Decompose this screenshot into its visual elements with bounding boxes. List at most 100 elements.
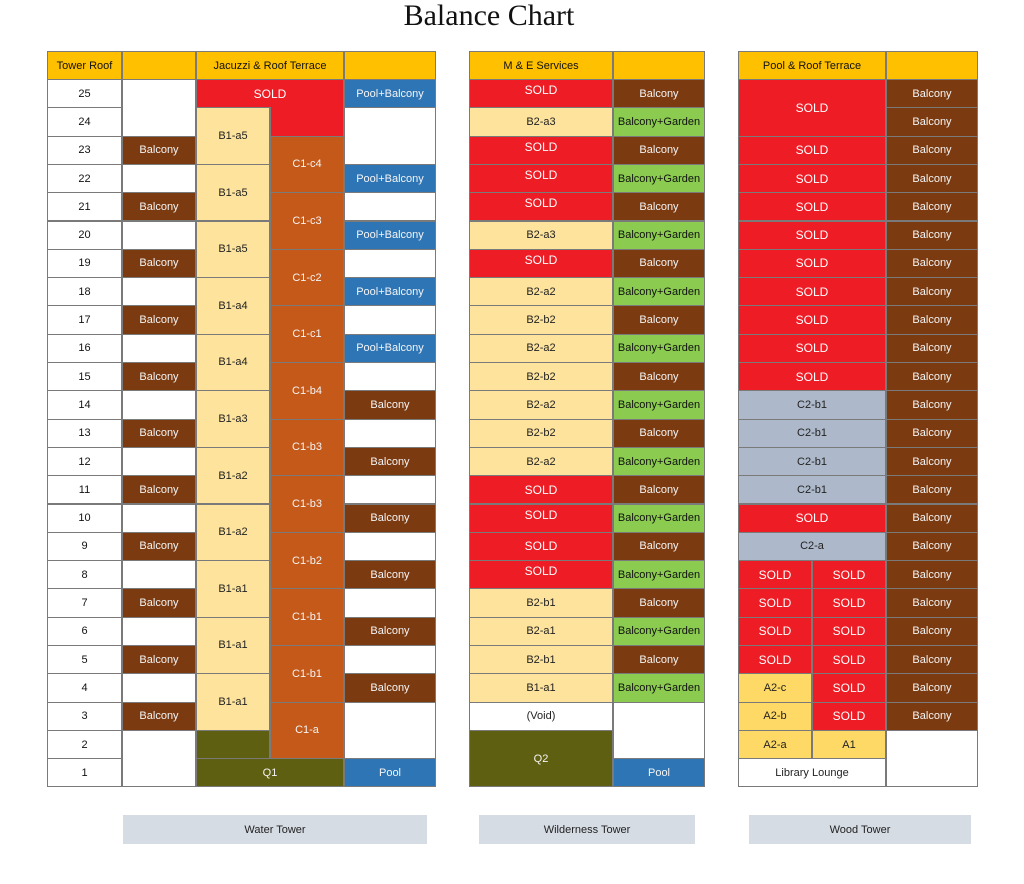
balcony-cell: Balcony <box>886 277 978 307</box>
sold-cell: SOLD <box>469 135 613 165</box>
beige-cell: B2-b2 <box>469 362 613 392</box>
balcony-cell: Balcony <box>344 616 436 646</box>
sold-cell: SOLD <box>469 475 613 505</box>
sold-cell: SOLD <box>812 560 886 590</box>
sold-cell: SOLD <box>738 192 886 222</box>
floor-number: 2 <box>47 729 122 760</box>
empty-cell <box>344 192 436 222</box>
sold-cell: SOLD <box>738 163 886 194</box>
sold-cell: SOLD <box>738 220 886 250</box>
empty-cell <box>122 560 196 590</box>
balcony-cell: Balcony <box>886 645 978 675</box>
unit-b-cell: B1-a4 <box>196 333 270 392</box>
balcony-cell: Balcony <box>344 673 436 703</box>
balcony-cell: Balcony <box>122 362 196 392</box>
unit-c-cell: C1-c1 <box>270 305 344 363</box>
balcony-cell: Balcony <box>886 248 978 279</box>
floor-number: 3 <box>47 701 122 731</box>
empty-cell <box>886 729 978 788</box>
wood-tower-label: Wood Tower <box>749 815 971 844</box>
floor-number: 23 <box>47 135 122 165</box>
sold-cell: SOLD <box>469 503 613 533</box>
sold-cell: SOLD <box>196 79 344 109</box>
empty-cell <box>122 390 196 420</box>
unit-c-cell: C1-b4 <box>270 362 344 420</box>
floor-number: 22 <box>47 163 122 194</box>
unit-b-cell: B1-a1 <box>196 673 270 731</box>
white-cell: (Void) <box>469 701 613 731</box>
balcony-cell: Balcony <box>122 192 196 222</box>
pool-cell: Pool+Balcony <box>344 277 436 307</box>
balcony-cell: Balcony <box>613 362 705 392</box>
q1-cell: Q1 <box>196 758 344 788</box>
beige-cell: B2-b2 <box>469 418 613 448</box>
water-tower-label: Water Tower <box>123 815 427 844</box>
balcony-cell: Balcony <box>613 135 705 165</box>
floor-number: 19 <box>47 248 122 279</box>
empty-cell <box>344 475 436 505</box>
beige-cell: B2-a2 <box>469 390 613 420</box>
unit-b-cell: B1-a3 <box>196 390 270 448</box>
beige-cell: B2-b1 <box>469 588 613 618</box>
balcony-cell: Balcony <box>886 220 978 250</box>
floor-number: 20 <box>47 220 122 250</box>
grey-cell: C2-b1 <box>738 418 886 448</box>
sold-cell <box>270 107 344 137</box>
balcony-cell: Balcony <box>886 418 978 448</box>
unit-c-cell: C1-c3 <box>270 192 344 250</box>
sold-cell: SOLD <box>738 135 886 165</box>
balcony-cell: Balcony <box>122 135 196 165</box>
empty-cell <box>344 305 436 335</box>
unit-c-cell: C1-b1 <box>270 645 344 703</box>
sold-cell: SOLD <box>812 588 886 618</box>
sold-cell: SOLD <box>469 248 613 279</box>
floor-number: 16 <box>47 333 122 363</box>
balcony-cell: Balcony <box>344 560 436 590</box>
floor-number: 24 <box>47 107 122 137</box>
balcony-cell: Balcony <box>886 616 978 646</box>
empty-cell <box>344 588 436 618</box>
balcony-cell: Balcony <box>886 135 978 165</box>
balcony-cell: Balcony <box>122 701 196 731</box>
floor-number: 9 <box>47 531 122 562</box>
empty-cell <box>122 277 196 307</box>
floor-number: 8 <box>47 560 122 590</box>
balcony-cell: Balcony <box>886 446 978 477</box>
sold-cell: SOLD <box>812 673 886 703</box>
unit-c-cell: C1-b2 <box>270 531 344 590</box>
balcony-cell: Balcony <box>122 248 196 279</box>
balcony-cell: Balcony <box>613 248 705 279</box>
balcony-cell: Balcony <box>613 79 705 109</box>
floor-number: 13 <box>47 418 122 448</box>
unit-b-cell: B1-a5 <box>196 220 270 279</box>
floor-number: 7 <box>47 588 122 618</box>
bgd-cell: Balcony+Garden <box>613 503 705 533</box>
beige-cell: B2-b1 <box>469 645 613 675</box>
balcony-cell: Balcony <box>122 588 196 618</box>
unit-b-cell: B1-a4 <box>196 277 270 335</box>
unit-b-cell: B1-a5 <box>196 107 270 165</box>
empty-cell <box>122 79 196 137</box>
empty-cell <box>344 107 436 165</box>
pool-cell: Pool <box>344 758 436 788</box>
empty-cell <box>344 701 436 760</box>
balcony-cell: Balcony <box>122 305 196 335</box>
sold-cell: SOLD <box>738 503 886 533</box>
sold-cell: SOLD <box>469 560 613 590</box>
beige-cell: B1-a1 <box>469 673 613 703</box>
sold-cell: SOLD <box>738 362 886 392</box>
bgd-cell: Balcony+Garden <box>613 163 705 194</box>
empty-cell <box>122 333 196 363</box>
header-blank <box>613 51 705 80</box>
header-tower-roof: Tower Roof <box>47 51 122 80</box>
empty-cell <box>344 362 436 392</box>
pool-cell: Pool+Balcony <box>344 79 436 109</box>
a-cell: A2-c <box>738 673 812 703</box>
sold-cell: SOLD <box>738 248 886 279</box>
floor-number: 15 <box>47 362 122 392</box>
balcony-cell: Balcony <box>886 560 978 590</box>
sold-cell: SOLD <box>738 333 886 363</box>
white-cell: Library Lounge <box>738 758 886 788</box>
bgd-cell: Balcony+Garden <box>613 673 705 703</box>
a-cell: A2-b <box>738 701 812 731</box>
